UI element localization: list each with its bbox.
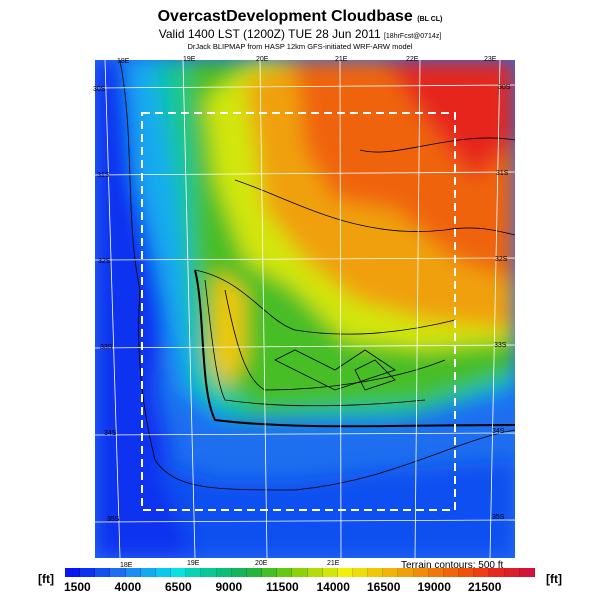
lat-label: 31S <box>97 172 110 179</box>
lat-label: 34S <box>104 430 117 437</box>
colorbar-swatch <box>277 568 293 577</box>
lon-label: 18E <box>120 562 133 569</box>
colorbar-swatch <box>398 568 414 577</box>
unit-label-left: [ft] <box>38 572 54 586</box>
chart-title: OvercastDevelopment Cloudbase (BL CL) <box>157 8 443 25</box>
colorbar-label: 11500 <box>266 580 299 594</box>
colorbar-swatch <box>322 568 338 577</box>
colorbar <box>65 568 535 577</box>
colorbar-swatch <box>383 568 399 577</box>
colorbar-swatch <box>337 568 353 577</box>
colorbar-swatch <box>171 568 187 577</box>
colorbar-swatch <box>504 568 520 577</box>
colorbar-swatch <box>352 568 369 577</box>
lon-label: 20E <box>255 560 268 567</box>
colorbar-swatch <box>368 568 384 577</box>
colorbar-swatch <box>216 568 232 577</box>
colorbar-swatch <box>474 568 490 577</box>
colorbar-swatch <box>110 568 126 577</box>
cloudbase-map <box>95 60 515 558</box>
colorbar-swatch <box>489 568 505 577</box>
lon-label: 19E <box>183 56 196 63</box>
valid-time: Valid 1400 LST (1200Z) TUE 28 Jun 2011 [… <box>158 27 442 41</box>
colorbar-swatch <box>443 568 460 577</box>
lon-label: 19E <box>187 560 200 567</box>
lon-label: 18E <box>117 58 130 65</box>
colorbar-swatch <box>186 568 202 577</box>
lat-label: 35S <box>492 514 505 521</box>
lat-label: 30S <box>93 86 106 93</box>
lat-label: 32S <box>98 258 111 265</box>
lon-label: 20E <box>256 56 269 63</box>
colorbar-swatch <box>95 568 111 577</box>
lon-label: 22E <box>406 56 419 63</box>
lon-label: 21E <box>335 56 348 63</box>
lat-label: 33S <box>100 344 113 351</box>
colorbar-swatch <box>155 568 172 577</box>
lat-label: 35S <box>107 516 120 523</box>
colorbar-swatch <box>459 568 475 577</box>
terrain-contour-note: Terrain contours: 500 ft <box>401 560 504 571</box>
lon-label: 23E <box>484 56 497 63</box>
lon-label: 21E <box>327 560 340 567</box>
colorbar-label: 4000 <box>114 580 142 594</box>
colorbar-swatch <box>292 568 308 577</box>
colorbar-label: 21500 <box>468 580 502 594</box>
unit-label-right: [ft] <box>546 572 562 586</box>
colorbar-swatch <box>262 568 278 577</box>
colorbar-swatch <box>428 568 444 577</box>
colorbar-swatch <box>201 568 217 577</box>
colorbar-swatch <box>519 568 535 577</box>
colorbar-label: 6500 <box>165 580 192 594</box>
lat-label: 33S <box>494 342 507 349</box>
lat-label: 30S <box>498 84 511 91</box>
lat-label: 34S <box>492 428 505 435</box>
colorbar-swatch <box>125 568 141 577</box>
colorbar-label: 16500 <box>367 580 401 594</box>
model-description: DrJack BLIPMAP from HASP 12km GFS-initia… <box>187 42 413 51</box>
lat-label: 31S <box>496 170 509 177</box>
colorbar-label: 19000 <box>417 580 451 594</box>
colorbar-swatch <box>231 568 247 577</box>
lat-label: 32S <box>495 256 508 263</box>
colorbar-swatch <box>307 568 323 577</box>
colorbar-label: 14000 <box>316 580 350 594</box>
colorbar-swatch <box>65 568 81 577</box>
colorbar-swatch <box>140 568 156 577</box>
colorbar-label: 1500 <box>64 580 91 594</box>
colorbar-swatch <box>413 568 429 577</box>
colorbar-swatch <box>246 568 263 577</box>
colorbar-swatch <box>80 568 96 577</box>
colorbar-label: 9000 <box>215 580 243 594</box>
